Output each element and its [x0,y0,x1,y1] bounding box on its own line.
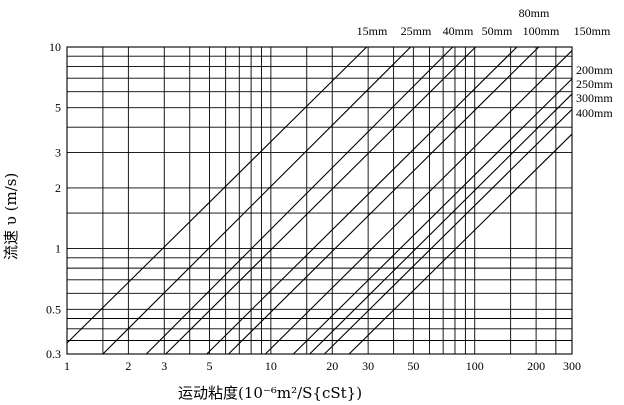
x-tick-label: 200 [527,359,545,373]
y-tick-label: 1 [55,242,61,256]
series-line-300mm [323,109,573,355]
series-line-80mm [206,46,518,355]
y-tick-label: 0.5 [46,302,61,316]
series-line-400mm [348,133,573,355]
series-label-40mm: 40mm [443,24,474,38]
grid [66,46,573,355]
series-lines [66,46,573,355]
x-tick-label: 2 [125,359,131,373]
series-label-150mm: 150mm [574,24,611,38]
series-line-150mm [265,50,573,355]
y-tick-label: 5 [55,101,61,115]
y-axis-label: 流速 υ (m/s) [2,172,20,260]
series-label-80mm: 80mm [519,6,550,20]
x-tick-label: 3 [161,359,167,373]
y-tick-label: 10 [49,40,61,54]
series-line-50mm [165,46,476,355]
x-tick-label: 300 [563,359,581,373]
series-line-40mm [145,46,454,355]
series-label-50mm: 50mm [482,24,513,38]
x-tick-labels: 1 2 3 5 10 20 30 50 100 200 300 [64,359,581,373]
x-tick-label: 10 [265,359,277,373]
series-line-250mm [309,93,573,355]
series-label-15mm: 15mm [357,24,388,38]
series-labels: 15mm 25mm 40mm 50mm 80mm 100mm 150mm 200mm250mm… [357,6,614,120]
x-tick-label: 30 [362,359,374,373]
y-tick-label: 2 [55,181,61,195]
series-label-400mm: 400mm [576,106,613,120]
series-line-25mm [102,46,412,355]
series-label-200mm: 200mm [576,63,613,77]
series-label-300mm: 300mm [576,91,613,105]
x-axis-label: 运动粘度(10⁻⁶m²/S{cSt}) [178,384,363,402]
y-tick-label: 3 [55,145,61,159]
y-tick-label: 0.3 [46,347,61,361]
series-label-250mm: 250mm [576,77,613,91]
x-tick-label: 20 [326,359,338,373]
series-label-100mm: 100mm [523,24,560,38]
series-label-25mm: 25mm [401,24,432,38]
series-line-200mm [293,78,573,355]
x-tick-label: 1 [64,359,70,373]
series-line-100mm [228,46,540,355]
y-tick-labels: 0.3 0.5 1 2 3 5 10 [46,40,61,361]
x-tick-label: 50 [407,359,419,373]
series-line-15mm [66,46,368,344]
x-tick-label: 100 [466,359,484,373]
x-tick-label: 5 [207,359,213,373]
